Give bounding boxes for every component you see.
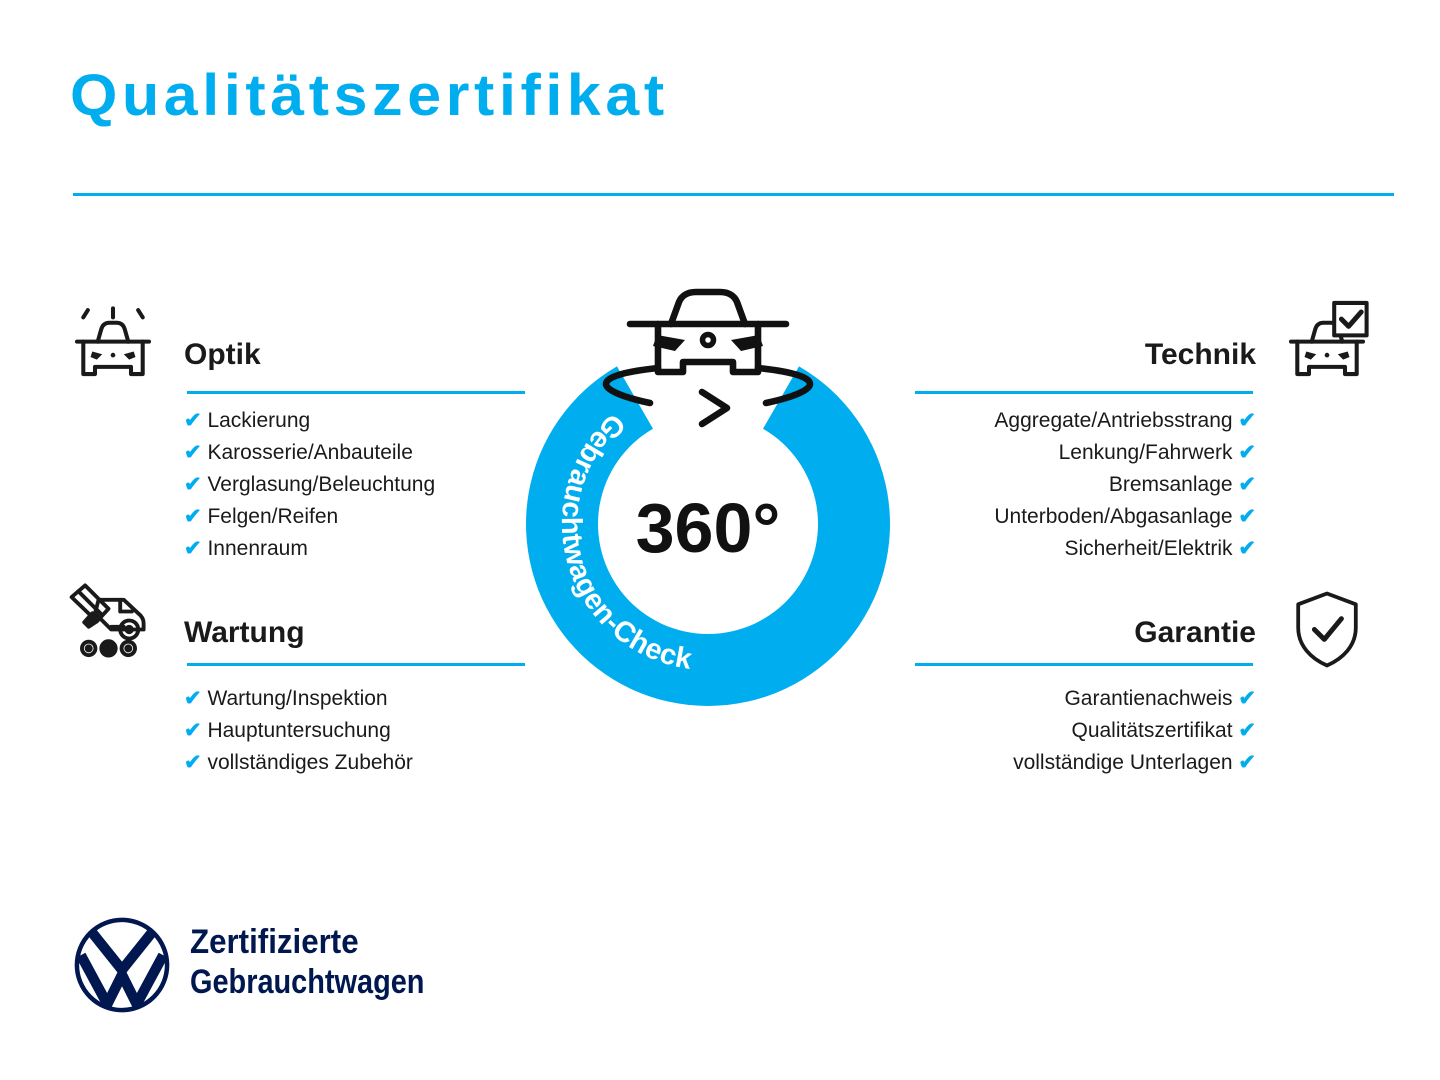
svg-text:360°: 360° <box>636 489 781 567</box>
